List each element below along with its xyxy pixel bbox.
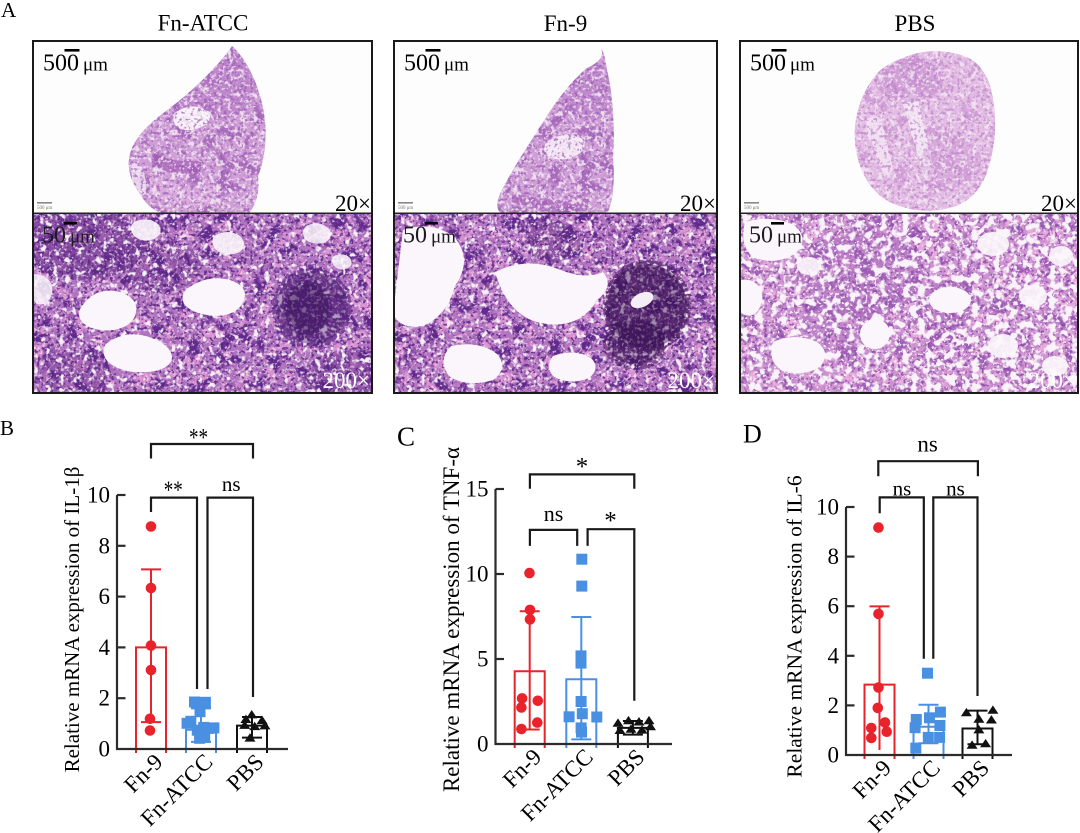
- svg-text:**: **: [189, 425, 208, 452]
- svg-text:Relative mRNA expression of TN: Relative mRNA expression of TNF-α: [439, 447, 464, 792]
- svg-text:2: 2: [99, 686, 111, 711]
- svg-text:10: 10: [816, 495, 839, 520]
- svg-text:6: 6: [99, 584, 111, 609]
- svg-text:5: 5: [477, 647, 489, 672]
- svg-text:2: 2: [828, 693, 840, 718]
- svg-text:*: *: [576, 454, 589, 481]
- svg-text:4: 4: [828, 643, 840, 668]
- svg-text:Fn-ATCC: Fn-ATCC: [158, 11, 249, 36]
- svg-text:PBS: PBS: [222, 749, 269, 796]
- svg-text:20×: 20×: [680, 191, 716, 214]
- svg-text:ns: ns: [544, 501, 564, 526]
- svg-text:ns: ns: [893, 477, 912, 501]
- svg-text:ns: ns: [946, 477, 965, 501]
- svg-text:ns: ns: [222, 472, 241, 496]
- svg-text:200×: 200×: [668, 368, 715, 392]
- svg-text:8: 8: [828, 544, 840, 569]
- svg-text:200×: 200×: [323, 368, 370, 392]
- svg-text:0: 0: [99, 737, 111, 762]
- svg-text:B: B: [0, 416, 14, 440]
- svg-text:20×: 20×: [1041, 191, 1077, 214]
- svg-text:C: C: [397, 422, 415, 452]
- svg-text:Relative mRNA expression of IL: Relative mRNA expression of IL-1β: [60, 467, 84, 773]
- svg-text:8: 8: [99, 533, 111, 558]
- svg-text:Relative mRNA expression of IL: Relative mRNA expression of IL-6: [783, 475, 807, 777]
- svg-text:ns: ns: [917, 432, 938, 457]
- svg-text:500 μm: 500 μm: [37, 206, 52, 211]
- svg-text:**: **: [164, 477, 183, 504]
- svg-text:0: 0: [828, 743, 840, 768]
- svg-text:500 μm: 500 μm: [398, 206, 413, 211]
- svg-text:500 μm: 500 μm: [744, 206, 759, 211]
- svg-text:20×: 20×: [335, 191, 371, 214]
- svg-text:4: 4: [99, 635, 111, 660]
- svg-text:6: 6: [828, 594, 840, 619]
- svg-text:10: 10: [87, 483, 110, 508]
- svg-text:10: 10: [466, 562, 489, 587]
- svg-text:A: A: [1, 0, 17, 22]
- svg-text:PBS: PBS: [603, 744, 650, 791]
- svg-text:D: D: [743, 420, 762, 449]
- svg-text:0: 0: [477, 732, 489, 757]
- svg-text:PBS: PBS: [947, 755, 994, 802]
- svg-text:*: *: [604, 508, 617, 535]
- svg-text:200×: 200×: [1029, 368, 1076, 392]
- svg-text:PBS: PBS: [895, 11, 936, 36]
- svg-text:15: 15: [466, 477, 489, 502]
- svg-text:Fn-9: Fn-9: [544, 11, 587, 36]
